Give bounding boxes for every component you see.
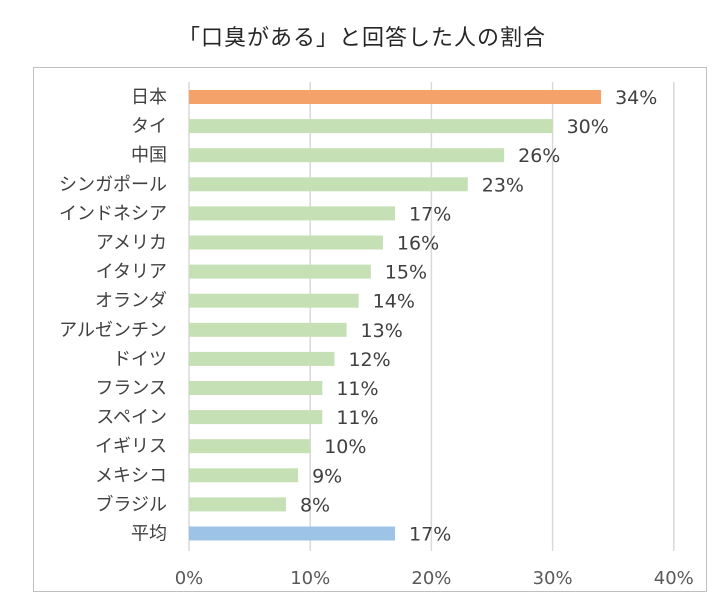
category-label: ドイツ — [113, 349, 167, 370]
category-label: 日本 — [131, 87, 167, 108]
data-label: 10% — [324, 436, 366, 458]
value-labels: 34% 30% 26% 23% 17% 16% 15% 14% 13% 12% 11% 11% 10% 9… — [300, 87, 657, 546]
bar — [189, 322, 347, 337]
category-label: 平均 — [131, 524, 167, 545]
bar — [189, 439, 311, 454]
category-label: タイ — [131, 116, 167, 137]
data-label: 34% — [615, 87, 657, 109]
data-label: 15% — [385, 262, 427, 284]
bar — [189, 410, 323, 425]
bar — [189, 293, 359, 308]
category-label: イギリス — [95, 436, 167, 457]
data-label: 8% — [300, 494, 330, 516]
category-label: オランダ — [95, 291, 167, 312]
chart-title: 「口臭がある」と回答した人の割合 — [177, 26, 546, 51]
bar — [189, 148, 505, 163]
category-label: フランス — [95, 378, 167, 399]
category-label: 中国 — [131, 145, 167, 166]
x-tick-label: 0% — [175, 568, 204, 589]
bar — [189, 526, 396, 541]
bar — [189, 264, 371, 279]
category-label: アメリカ — [96, 233, 167, 254]
category-label: イタリア — [96, 262, 167, 283]
bar — [189, 381, 323, 395]
data-label: 17% — [409, 524, 451, 546]
x-tick-label: 20% — [411, 568, 451, 589]
bar — [189, 497, 286, 512]
data-label: 13% — [361, 320, 403, 342]
bar — [189, 177, 468, 192]
category-label: スペイン — [96, 407, 167, 428]
bar — [189, 90, 602, 104]
data-label: 26% — [518, 145, 560, 167]
category-label: アルゼンチン — [59, 320, 167, 341]
x-tick-label: 30% — [533, 568, 573, 589]
x-tick-label: 40% — [654, 568, 694, 589]
category-label: シンガポール — [59, 174, 167, 195]
x-axis-tick-labels: 0% 10% 20% 30% 40% — [175, 568, 694, 589]
data-label: 11% — [336, 378, 378, 400]
bar — [189, 206, 396, 221]
category-label: インドネシア — [59, 203, 167, 224]
data-label: 16% — [397, 233, 439, 255]
bar — [189, 235, 383, 250]
bar — [189, 351, 335, 366]
chart-frame — [33, 67, 707, 592]
x-tick-label: 10% — [290, 568, 330, 589]
data-label: 11% — [336, 407, 378, 429]
data-label: 14% — [373, 291, 415, 313]
data-label: 12% — [348, 349, 390, 371]
bars — [189, 90, 602, 541]
data-label: 17% — [409, 203, 451, 225]
category-labels: 日本タイ中国シンガポールインドネシアアメリカイタリアオランダアルゼンチンドイツフ… — [59, 87, 167, 545]
data-label: 30% — [567, 116, 609, 138]
data-label: 23% — [482, 174, 524, 196]
category-label: ブラジル — [95, 493, 167, 515]
data-label: 9% — [312, 465, 342, 487]
category-label: メキシコ — [95, 465, 167, 486]
bar — [189, 119, 553, 134]
bar — [189, 468, 299, 483]
